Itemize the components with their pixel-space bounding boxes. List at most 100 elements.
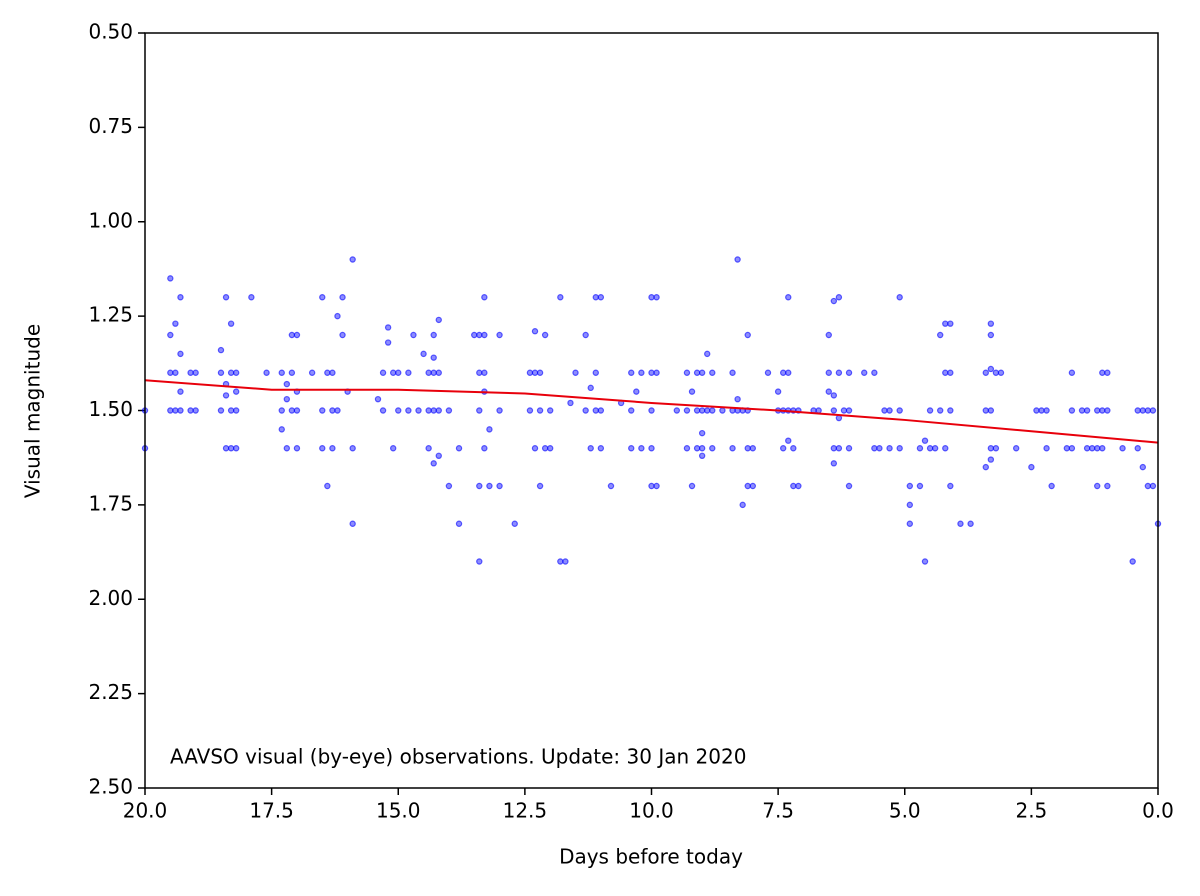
data-point [947,482,954,490]
data-point [628,445,635,452]
data-point [481,445,488,452]
data-point [486,426,493,433]
data-point [557,558,564,565]
data-point [319,407,326,414]
data-point [278,426,285,433]
data-point [764,369,772,376]
data-point [339,331,346,339]
x-tick-label: 7.5 [762,799,794,823]
data-point [167,331,174,339]
data-point [830,392,838,399]
data-point [693,407,701,414]
data-point [405,407,412,414]
data-point [572,369,579,376]
data-point [531,445,539,452]
data-point [1144,482,1152,490]
data-point [1048,482,1055,490]
data-point [744,482,751,490]
y-axis-label: Visual magnitude [21,324,45,498]
data-point [435,452,442,459]
data-point [192,407,199,414]
data-point [931,445,939,452]
data-point [835,445,843,452]
data-point [384,339,392,346]
data-point [597,294,605,301]
data-point [693,369,701,376]
trend-line [144,379,1159,444]
x-tick-label: 0.0 [1142,799,1174,823]
data-point [1083,445,1091,452]
data-point [471,331,478,339]
data-point [547,407,554,414]
data-point [835,369,843,376]
x-tick-label: 12.5 [503,799,548,823]
data-point [172,320,179,327]
data-point [481,369,488,376]
data-point [232,407,240,414]
data-point [1083,407,1091,414]
data-point [845,369,853,376]
data-point [916,445,924,452]
plot-frame [144,32,1159,789]
data-point [222,392,230,399]
data-point [283,380,291,388]
data-point [293,445,301,452]
data-point [222,294,230,301]
data-point [1033,407,1040,414]
data-point [329,407,336,414]
data-point [1094,407,1101,414]
data-point [947,369,954,376]
data-point [496,482,503,490]
annotation: AAVSO visual (by-eye) observations. Upda… [170,745,746,769]
data-point [227,369,235,376]
data-point [592,369,599,376]
data-point [167,275,174,282]
data-point [628,369,635,376]
data-point [232,445,240,452]
y-tick-label: 0.75 [88,114,133,138]
data-point [835,414,843,422]
data-point [562,558,569,565]
data-point [526,407,534,414]
data-point [1088,445,1096,452]
data-point [526,369,534,376]
data-point [1068,369,1076,376]
data-point [830,460,838,467]
data-point [410,331,417,339]
data-point [698,429,706,437]
data-point [830,407,838,414]
data-point [785,369,792,376]
data-point [486,482,493,490]
data-point [683,445,691,452]
data-point [1099,407,1106,414]
data-point [592,294,599,301]
data-point [693,445,701,452]
data-point [1149,482,1157,490]
data-point [430,407,437,414]
data-point [683,407,691,414]
data-point [942,320,949,327]
data-point [395,369,402,376]
data-point [445,482,453,490]
data-point [698,407,706,414]
data-point [177,294,184,301]
data-point [871,369,878,376]
data-point [167,369,174,376]
data-point [541,331,549,339]
data-point [511,520,518,527]
data-point [455,520,463,527]
data-point [430,460,437,467]
data-point [217,346,225,354]
data-point [349,256,356,263]
data-point [334,312,341,320]
data-point [430,354,437,361]
data-point [992,369,1000,376]
data-point [536,482,544,490]
data-point [719,407,726,414]
data-point [825,331,832,339]
x-tick-label: 17.5 [249,799,294,823]
data-point [926,407,934,414]
data-point [308,369,316,376]
data-point [906,482,914,490]
data-point [648,445,655,452]
